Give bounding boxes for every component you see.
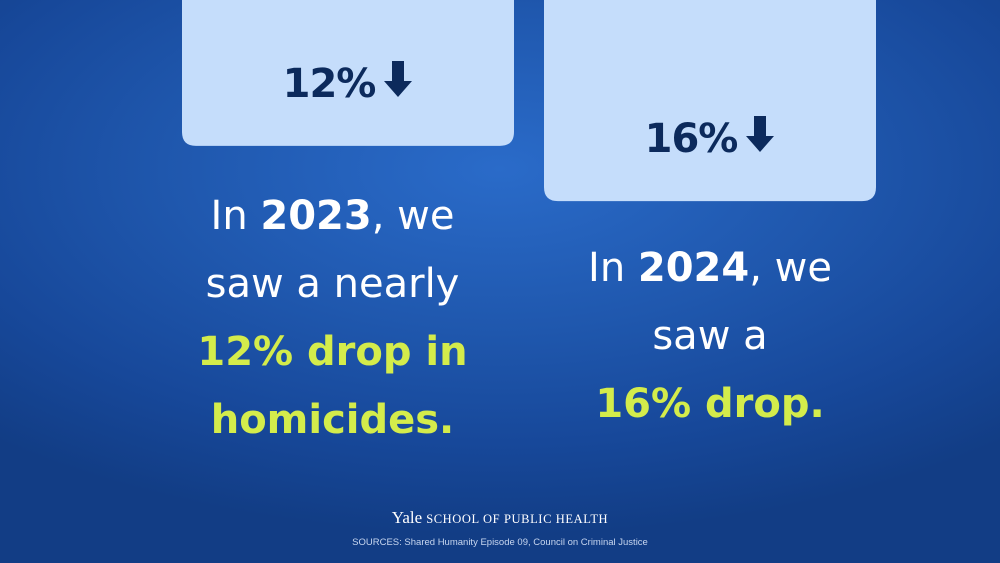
yale-sph-logo: Yale SCHOOL OF PUBLIC HEALTH <box>391 508 609 527</box>
sources-note: SOURCES: Shared Humanity Episode 09, Cou… <box>352 537 648 548</box>
caption-highlight: 16% drop. <box>595 381 825 427</box>
bar-2024 <box>544 0 876 202</box>
caption-year: 2023 <box>260 193 372 239</box>
bar-2023 <box>182 0 514 146</box>
caption-year: 2024 <box>637 245 750 291</box>
down-arrow-icon <box>383 59 413 109</box>
caption-2023: In 2023, we saw a nearly 12% drop in hom… <box>165 182 500 454</box>
caption-2024: In 2024, we saw a 16% drop. <box>540 234 880 438</box>
bar-value-text: 12% <box>282 60 377 107</box>
bar-value-label-2023: 12% <box>182 54 514 114</box>
caption-highlight: homicides. <box>210 397 455 443</box>
bar-value-label-2024: 16% <box>544 109 876 169</box>
down-arrow-icon <box>745 114 775 164</box>
caption-highlight: 12% drop in <box>197 329 468 375</box>
bar-value-text: 16% <box>644 116 739 163</box>
